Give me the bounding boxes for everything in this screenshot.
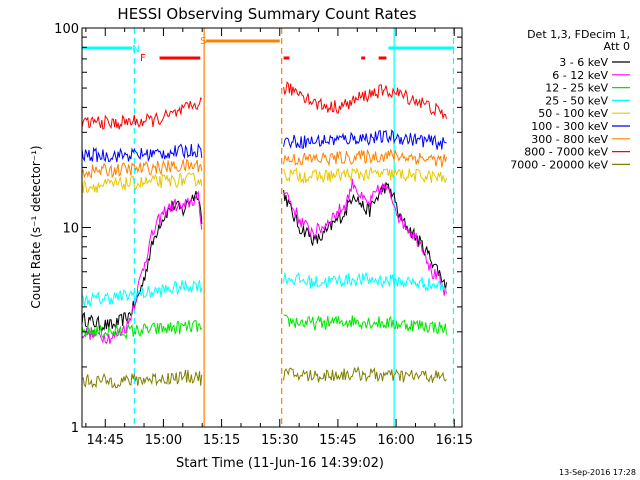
series-7-trace-1: [283, 80, 447, 119]
legend-entry-3: 25 - 50 keV: [545, 94, 608, 107]
y-tick-label-0: 1: [71, 421, 79, 436]
legend-entry-5: 100 - 300 keV: [531, 120, 608, 133]
x-axis-label: Start Time (11-Jun-16 14:39:02): [176, 456, 384, 471]
series-4-trace-1: [283, 167, 447, 185]
series-lines: [81, 80, 447, 389]
state-bar-flare-0: [159, 56, 201, 60]
state-bar-night-1: [388, 46, 455, 50]
x-tick-label-1: 15:00: [145, 433, 182, 448]
series-6-trace-1: [283, 148, 447, 168]
legend-entry-4: 50 - 100 keV: [538, 107, 608, 120]
series-2-trace-1: [283, 314, 447, 335]
series-1-trace-1: [283, 178, 447, 296]
annotation-n: N: [132, 44, 139, 55]
y-axis-label: Count Rate (s⁻¹ detector⁻¹): [29, 145, 43, 308]
legend-entry-8: 7000 - 20000 keV: [510, 158, 608, 171]
series-4: [81, 167, 447, 194]
annotation-f: F: [140, 53, 146, 64]
vertical-marker-lines: [133, 28, 455, 427]
annotation-s: S: [200, 36, 206, 47]
series-8-trace-0: [81, 369, 203, 389]
state-bar-night-0: [82, 46, 133, 50]
x-tick-label-2: 15:15: [203, 433, 240, 448]
x-tick-label-3: 15:30: [261, 433, 298, 448]
series-5-trace-0: [81, 142, 203, 163]
series-4-trace-0: [81, 172, 203, 194]
series-7-trace-0: [81, 97, 203, 130]
legend-entry-7: 800 - 7000 keV: [524, 146, 608, 159]
x-tick-label-5: 16:00: [377, 433, 414, 448]
series-6-trace-0: [81, 158, 203, 180]
series-2: [81, 314, 447, 341]
footer-timestamp: 13-Sep-2016 17:28: [559, 468, 636, 477]
legend-header-1: Att 0: [604, 40, 630, 53]
series-5-trace-1: [283, 128, 447, 150]
y-tick-label-1: 10: [62, 222, 79, 237]
state-bar-flare-3: [378, 56, 387, 60]
legend-entry-0: 3 - 6 keV: [559, 56, 608, 69]
series-0-trace-1: [283, 181, 447, 291]
state-bar-flare-2: [361, 56, 366, 60]
x-tick-label-0: 14:45: [87, 433, 124, 448]
x-tick-label-4: 15:45: [319, 433, 356, 448]
legend-header-0: Det 1,3, FDecim 1,: [527, 28, 630, 41]
series-7: [81, 80, 447, 130]
state-annotations: NF S: [132, 36, 206, 64]
chart-title: HESSI Observing Summary Count Rates: [117, 5, 416, 23]
series-3: [81, 271, 447, 307]
series-1-trace-0: [81, 190, 203, 345]
series-1: [81, 178, 447, 345]
series-5: [81, 128, 447, 163]
series-3-trace-1: [283, 271, 447, 293]
state-bar-saa-0: [206, 39, 280, 43]
state-bars: [82, 39, 455, 60]
legend-entry-2: 12 - 25 keV: [545, 82, 608, 95]
legend-entry-1: 6 - 12 keV: [552, 69, 608, 82]
state-bar-flare-1: [283, 56, 290, 60]
x-tick-label-6: 16:15: [436, 433, 473, 448]
series-6: [81, 148, 447, 180]
series-3-trace-0: [81, 280, 203, 307]
series-8-trace-1: [283, 365, 447, 384]
series-2-trace-0: [81, 320, 203, 341]
y-tick-label-2: 100: [54, 22, 79, 37]
series-8: [81, 365, 447, 389]
legend-entry-6: 300 - 800 keV: [531, 133, 608, 146]
axes: 14:45 15:00 15:15 15:30 15:45 16:00 16:15 1 10 10…: [54, 22, 473, 448]
